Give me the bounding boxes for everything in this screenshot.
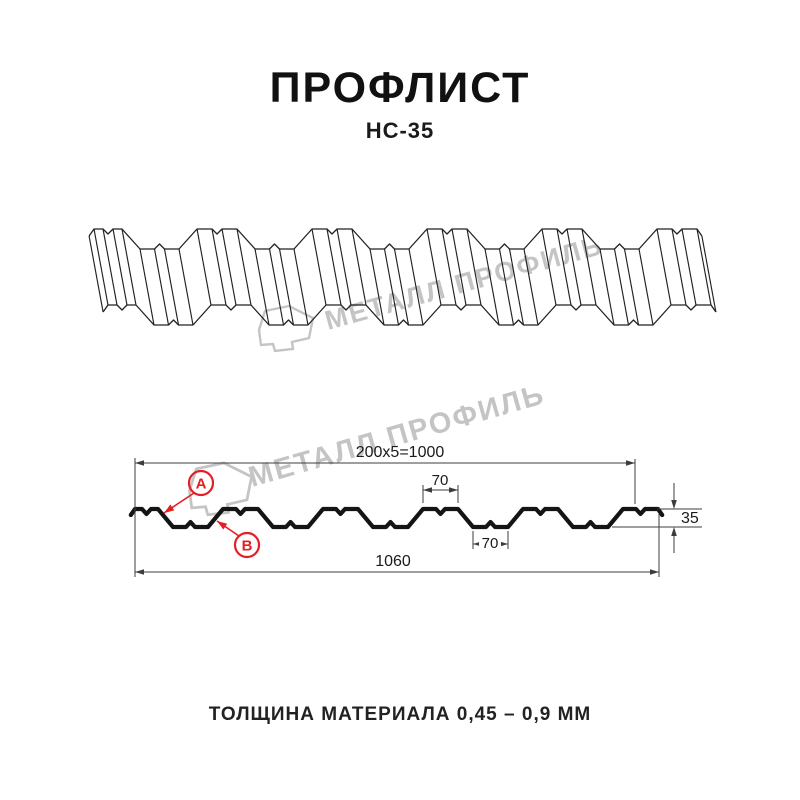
sheet-rib-edge	[696, 228, 712, 306]
sheet-rib-edge	[88, 235, 104, 313]
sheet-rib-edge	[508, 248, 525, 326]
arrowhead	[135, 569, 144, 575]
sheet-rib-edge	[278, 248, 295, 326]
sheet-rib-edge	[221, 228, 237, 306]
sheet-rib-edge	[566, 228, 582, 306]
arrowhead	[626, 460, 635, 466]
sheet-rib-edge	[541, 228, 557, 306]
sheet-rib-edge	[581, 228, 597, 306]
callout-b: B	[216, 520, 261, 559]
sheet-rib-edge	[613, 248, 630, 326]
sheet-rib-edge	[383, 248, 400, 326]
sheet-rib-edge	[656, 228, 672, 306]
arrowhead	[423, 487, 432, 493]
sheet-rib-edge	[351, 228, 367, 306]
arrowhead	[671, 527, 677, 536]
callout-a-circle	[187, 469, 215, 497]
sheet-rib-edge	[701, 235, 717, 313]
sheet-rib-edge	[196, 228, 212, 306]
sheet-rib-edge	[293, 248, 309, 326]
callout-a-label: A	[196, 476, 207, 493]
sheet-rib-edge	[466, 228, 482, 306]
sheet-rib-edge	[112, 228, 128, 306]
dim-pitch-total: 200x5=1000	[134, 444, 636, 577]
sheet-rib-edge	[408, 248, 424, 326]
dimension-label: 35	[681, 510, 699, 527]
sheet-rib-edge	[441, 228, 457, 306]
dim-height: 35	[612, 483, 702, 553]
sheet-rib-edge	[523, 248, 539, 326]
sheet-rib-edge	[623, 248, 640, 326]
callout-a-arrowhead	[164, 504, 175, 513]
dimension-label: 70	[482, 535, 499, 552]
sheet-rib-edge	[638, 248, 654, 326]
sheet-rib-edge	[139, 248, 155, 326]
callout-b-arrowhead	[217, 521, 228, 530]
profile-model: НС-35	[365, 118, 435, 143]
dim-overall-width: 1060	[135, 514, 660, 577]
sheet-rib-edge	[426, 228, 442, 306]
arrowhead	[650, 569, 659, 575]
dim-bottom-flange: 70	[472, 531, 509, 552]
sheet-rib-edge	[163, 248, 180, 326]
callout-a: A	[163, 469, 215, 514]
dimension-label: 200x5=1000	[356, 444, 445, 461]
sheet-rib-edge	[393, 248, 410, 326]
sheet-rib-edge	[681, 228, 697, 306]
sheet-rib-edge	[93, 228, 109, 306]
profile-outline	[128, 506, 665, 530]
callout-b-label: B	[242, 538, 253, 555]
dimension-label: 70	[432, 472, 449, 489]
watermark-3d: МЕТАЛЛ ПРОФИЛЬ	[257, 230, 607, 353]
sheet-rib-edge	[236, 228, 252, 306]
sheet-rib-edge	[671, 228, 687, 306]
page-title: ПРОФЛИСТ	[269, 64, 531, 112]
arrowhead	[499, 541, 508, 547]
sheet-rib-edge	[484, 248, 500, 326]
sheet-rib-edge	[326, 228, 342, 306]
arrowhead	[135, 460, 144, 466]
brand-logo-icon	[257, 304, 315, 353]
sheet-rib-edge	[268, 248, 285, 326]
arrowhead	[449, 487, 458, 493]
sheet-rib-edge	[498, 248, 515, 326]
dim-top-flange: 70	[422, 472, 459, 503]
sheet-rib-edge	[311, 228, 327, 306]
material-thickness-note: ТОЛЩИНА МАТЕРИАЛА 0,45 – 0,9 ММ	[208, 704, 592, 725]
label-mask	[479, 535, 501, 549]
sheet-rib-edge	[451, 228, 467, 306]
sheet-rib-edge	[102, 228, 118, 306]
sheet-rib-edge	[211, 228, 227, 306]
arrowhead	[671, 500, 677, 509]
brand-logo-icon	[188, 461, 254, 517]
callout-b-circle	[233, 531, 261, 559]
dimension-label: 1060	[375, 553, 411, 570]
sheet-rib-edge	[178, 248, 194, 326]
sheet-rib-edge	[599, 248, 615, 326]
sheet-near-edge	[102, 304, 717, 326]
sheet-rib-edge	[336, 228, 352, 306]
sheet-3d-view	[88, 228, 717, 326]
sheet-rib-edge	[556, 228, 572, 306]
cross-section-profile	[128, 506, 665, 530]
sheet-far-edge	[88, 228, 703, 250]
watermark-3d-text: МЕТАЛЛ ПРОФИЛЬ	[322, 230, 607, 336]
sheet-rib-edge	[369, 248, 385, 326]
watermark-section-text: МЕТАЛЛ ПРОФИЛЬ	[245, 378, 549, 493]
sheet-rib-edge	[121, 228, 137, 306]
sheet-rib-edge	[254, 248, 270, 326]
sheet-rib-edge	[153, 248, 170, 326]
